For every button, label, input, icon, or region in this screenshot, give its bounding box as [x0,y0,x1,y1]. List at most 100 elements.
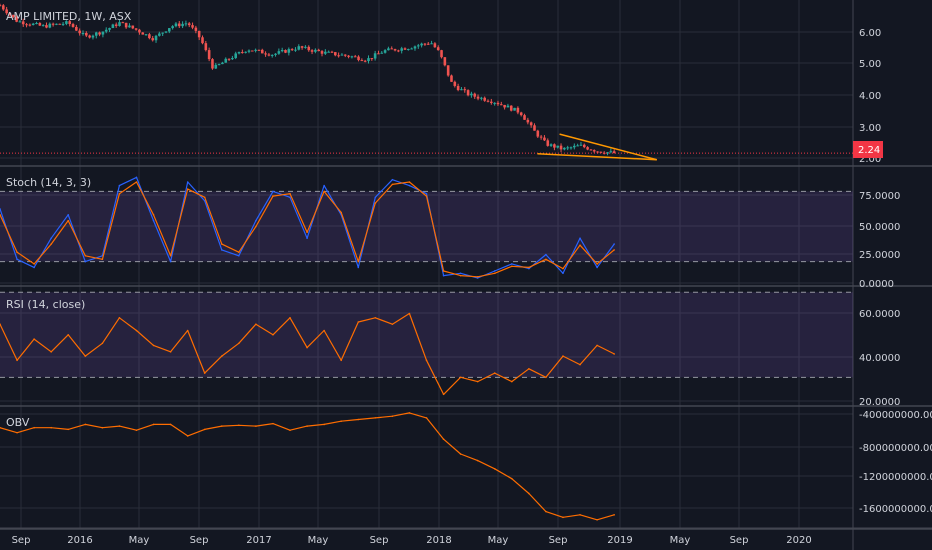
candle-body-134 [443,57,447,66]
candle-body-16 [51,23,55,25]
obv-pane[interactable] [0,412,615,521]
candle-body-9 [28,24,32,26]
candle-body-47 [154,35,158,41]
y-tick-label-3-0: -400000000.0000 [859,410,932,421]
candle-body-58 [191,25,194,28]
candle-body-73 [241,52,244,54]
y-tick-label-0-0: 6.00 [859,28,881,39]
candle-body-78 [257,49,261,51]
candle-body-1 [2,5,5,10]
candle-body-143 [473,93,477,97]
candle-body-32 [104,29,108,32]
candle-body-174 [576,145,579,147]
candle-body-40 [131,25,135,29]
price-pane[interactable] [0,3,853,161]
candle-body-178 [589,149,593,151]
candle-body-53 [174,23,178,27]
y-tick-label-1-2: 25.0000 [859,250,900,261]
candle-body-72 [237,52,241,54]
candle-body-8 [25,24,28,26]
candle-body-117 [387,48,390,51]
candle-body-21 [68,21,72,25]
candle-body-69 [227,58,231,60]
candle-body-44 [144,34,148,36]
candle-body-181 [599,151,603,153]
candle-body-93 [307,46,311,51]
candle-body-173 [573,145,576,148]
candle-body-95 [314,49,317,52]
candle-body-124 [410,48,413,50]
indicator-bands [0,190,853,378]
candle-body-111 [367,58,370,62]
rsi-title: RSI (14, close) [6,298,85,311]
candle-body-41 [134,28,138,30]
candle-body-128 [423,43,427,45]
rsi-pane[interactable] [0,312,615,396]
candle-body-92 [304,46,307,48]
candle-body-39 [128,25,131,28]
candle-body-99 [327,51,330,53]
y-tick-label-1-3: 0.0000 [859,279,894,290]
candle-body-19 [61,23,65,25]
candle-body-116 [383,50,387,53]
candle-body-137 [453,81,457,86]
candle-body-59 [194,27,198,31]
candle-body-130 [430,43,433,45]
x-tick-label-10: 2019 [607,535,632,546]
candle-body-31 [101,31,105,35]
candle-body-177 [586,147,589,150]
candle-body-18 [58,23,62,25]
x-tick-label-8: May [488,535,509,546]
y-tick-label-0-4: 2.00 [859,154,881,165]
candle-body-157 [519,112,523,116]
candle-body-100 [330,51,334,53]
candle-body-131 [433,43,437,48]
band-fill-2 [0,292,853,378]
candle-body-17 [55,23,58,25]
candle-body-60 [197,30,201,38]
candle-body-12 [38,23,42,26]
y-tick-label-3-1: -800000000.0000 [859,443,932,454]
x-tick-label-2: May [129,535,150,546]
candle-body-132 [436,47,440,51]
price-title: AMP LIMITED, 1W, ASX [6,10,132,23]
candle-body-118 [390,48,394,50]
y-tick-label-0-3: 3.00 [859,123,881,134]
candle-body-23 [75,26,78,31]
candle-body-135 [446,65,450,76]
stoch-pane[interactable] [0,176,615,279]
candle-body-84 [277,51,281,54]
x-tick-label-12: Sep [730,535,749,546]
candle-body-35 [114,24,118,26]
x-tick-label-3: Sep [190,535,209,546]
candle-body-155 [513,107,516,111]
candle-body-66 [217,64,221,66]
candle-body-26 [85,32,88,36]
candle-body-136 [450,75,453,82]
candle-body-120 [397,50,400,52]
stoch-series-pct-k [0,176,615,279]
candle-body-149 [493,102,496,104]
candle-body-164 [543,137,546,141]
candle-body-38 [124,22,128,28]
candle-body-77 [254,49,257,51]
candle-body-20 [65,21,68,24]
candle-body-85 [280,50,284,52]
candle-body-170 [563,147,566,150]
candle-body-151 [499,104,503,106]
candle-body-94 [310,50,314,52]
candle-body-168 [556,145,560,148]
candle-body-4 [11,14,15,17]
candle-body-161 [533,125,536,131]
candle-body-158 [523,115,526,120]
band-fill-1 [0,191,853,262]
candle-body-43 [141,32,145,35]
candle-body-105 [347,55,350,57]
candle-body-114 [377,53,380,55]
y-tick-label-1-1: 50.0000 [859,222,900,233]
candle-body-185 [612,151,616,154]
candle-body-119 [393,49,397,51]
candle-body-183 [606,152,609,154]
candle-body-42 [138,29,141,33]
candle-body-172 [569,147,573,149]
